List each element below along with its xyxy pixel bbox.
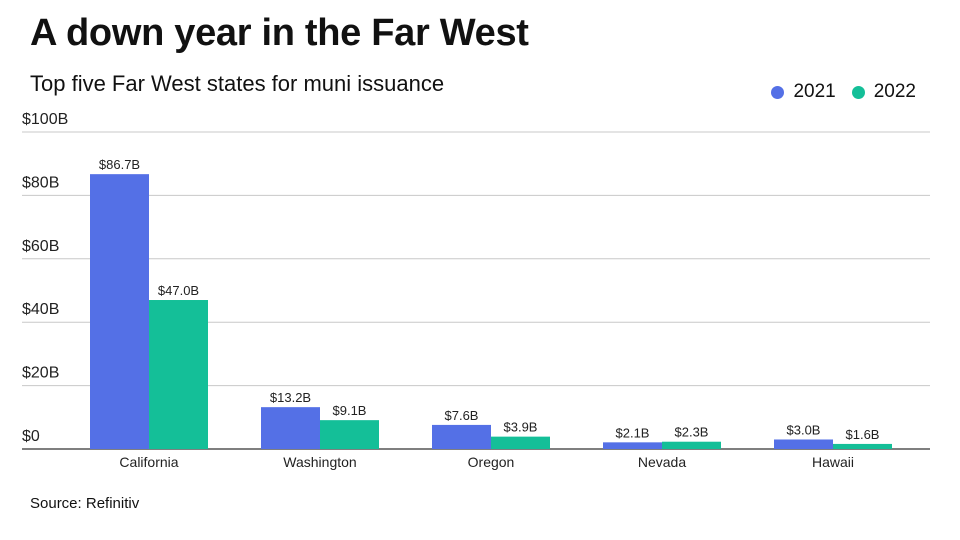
bar-2021-washington bbox=[261, 407, 320, 449]
legend-item-2021: 2021 bbox=[771, 81, 836, 103]
legend-label-2021: 2021 bbox=[793, 81, 836, 102]
data-label: $2.3B bbox=[675, 425, 709, 440]
y-tick-label: $60B bbox=[22, 238, 59, 255]
y-tick-label: $20B bbox=[22, 365, 59, 382]
bar-2022-nevada bbox=[662, 441, 721, 449]
category-label: Washington bbox=[283, 454, 356, 470]
source-note: Source: Refinitiv bbox=[30, 495, 140, 512]
bar-2022-washington bbox=[320, 420, 379, 449]
bar-2021-oregon bbox=[432, 424, 491, 449]
legend-swatch-2021 bbox=[771, 85, 785, 99]
y-tick-label: $40B bbox=[22, 301, 59, 318]
bar-2021-nevada bbox=[603, 442, 662, 449]
data-label: $9.1B bbox=[333, 403, 367, 418]
data-label: $1.6B bbox=[846, 427, 880, 442]
y-tick-label: $100B bbox=[22, 111, 68, 128]
bar-2022-hawaii bbox=[833, 443, 892, 449]
data-label: $86.7B bbox=[99, 157, 140, 172]
chart-title: A down year in the Far West bbox=[30, 12, 529, 54]
legend-label-2022: 2022 bbox=[873, 81, 916, 102]
bar-2021-hawaii bbox=[774, 439, 833, 449]
data-label: $3.0B bbox=[787, 422, 821, 437]
labels: $0 $20B $40B $60B $80B $100B $86.7B $47.0B Calif… bbox=[22, 111, 879, 470]
data-label: $2.1B bbox=[616, 425, 650, 440]
legend-swatch-2022 bbox=[851, 85, 865, 99]
data-label: $3.9B bbox=[504, 420, 538, 435]
category-label: Nevada bbox=[638, 454, 686, 470]
legend: 2021 2022 bbox=[755, 81, 916, 103]
bar-2021-california bbox=[90, 174, 149, 449]
data-label: $13.2B bbox=[270, 390, 311, 405]
y-tick-label: $0 bbox=[22, 428, 40, 445]
category-label: Hawaii bbox=[812, 454, 854, 470]
data-label: $47.0B bbox=[158, 283, 199, 298]
chart-subtitle: Top five Far West states for muni issuan… bbox=[30, 71, 445, 96]
bars bbox=[90, 174, 892, 449]
legend-item-2022: 2022 bbox=[851, 81, 916, 103]
bar-2022-oregon bbox=[491, 436, 550, 449]
category-label: California bbox=[119, 454, 178, 470]
bar-2022-california bbox=[149, 300, 208, 449]
data-label: $7.6B bbox=[445, 408, 479, 423]
category-label: Oregon bbox=[468, 454, 515, 470]
y-tick-label: $80B bbox=[22, 174, 59, 191]
